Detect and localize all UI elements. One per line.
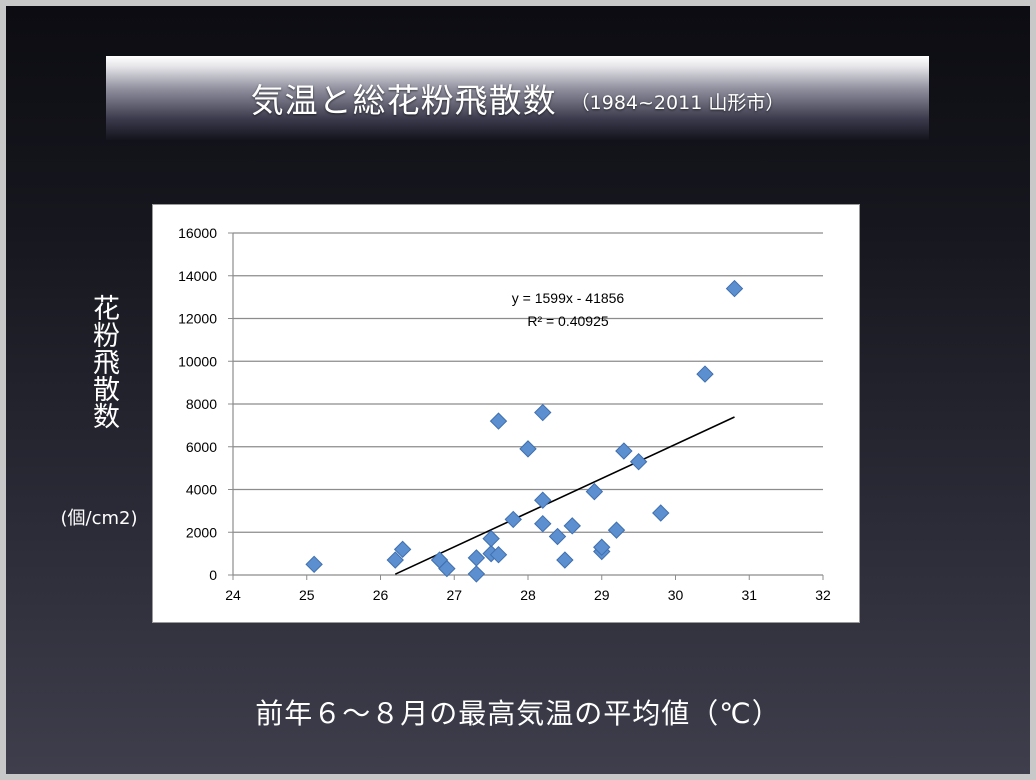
axes: [228, 232, 824, 580]
data-point: [534, 403, 552, 422]
slide: 気温と総花粉飛散数 （1984~2011 山形市） 花粉飛散数 (個/cm2) …: [6, 6, 1030, 774]
scatter-chart: 0 2000 4000 6000 8000 10000 12000 14000 16000 24 2…: [178, 225, 831, 603]
data-point: [504, 510, 522, 529]
x-tick-label: 30: [668, 587, 684, 603]
tick-labels: 0 2000 4000 6000 8000 10000 12000 14000 16000 24 2…: [178, 225, 831, 603]
data-point: [615, 442, 633, 460]
trendline-r-squared: R² = 0.40925: [527, 313, 609, 329]
data-point: [593, 538, 611, 556]
y-tick-label: 4000: [186, 482, 217, 498]
x-tick-label: 26: [373, 587, 389, 603]
trendline-equation: y = 1599x - 41856: [512, 290, 625, 306]
page-subtitle: （1984~2011 山形市）: [570, 91, 785, 114]
data-points: [305, 279, 744, 583]
data-point: [607, 521, 626, 539]
y-tick-label: 14000: [178, 268, 217, 284]
x-tick-label: 25: [299, 587, 315, 603]
data-point: [548, 527, 567, 546]
trendline: [394, 416, 735, 575]
y-tick-label: 0: [209, 567, 217, 583]
x-axis-title: 前年６〜８月の最高気温の平均値（℃）: [255, 697, 781, 730]
x-tick-label: 24: [225, 587, 241, 603]
data-point: [386, 551, 404, 569]
data-point: [534, 514, 552, 533]
data-point: [556, 551, 574, 569]
data-point: [534, 491, 552, 509]
x-tick-label: 31: [741, 587, 757, 603]
y-tick-label: 8000: [186, 396, 217, 412]
data-point: [563, 517, 581, 535]
data-point: [467, 565, 486, 583]
y-tick-label: 2000: [186, 524, 217, 540]
page-title: 気温と総花粉飛散数: [250, 81, 557, 120]
title-bar: 気温と総花粉飛散数 （1984~2011 山形市）: [106, 56, 929, 140]
data-point: [725, 279, 744, 298]
y-axis-title: 花粉飛散数: [88, 293, 119, 429]
x-tick-label: 27: [446, 587, 462, 603]
y-axis-unit: (個/cm2): [60, 508, 138, 529]
data-point: [489, 545, 508, 564]
x-tick-label: 29: [594, 587, 610, 603]
trendline-group: [394, 416, 735, 575]
data-point: [467, 549, 486, 567]
data-point: [696, 365, 714, 383]
chart-area: 0 2000 4000 6000 8000 10000 12000 14000 16000 24 2…: [152, 204, 860, 623]
data-point: [519, 440, 537, 458]
data-point: [585, 482, 604, 501]
y-tick-label: 10000: [178, 353, 217, 369]
data-point: [438, 559, 456, 578]
y-tick-label: 16000: [178, 225, 217, 241]
x-tick-label: 28: [520, 587, 536, 603]
data-point: [629, 453, 648, 471]
y-tick-label: 12000: [178, 311, 217, 327]
data-point: [305, 555, 323, 574]
x-tick-label: 32: [815, 587, 831, 603]
grid-lines: [233, 232, 823, 533]
y-tick-label: 6000: [186, 439, 217, 455]
data-point: [482, 529, 500, 548]
data-point: [489, 412, 508, 430]
data-point: [652, 504, 670, 522]
data-point: [393, 540, 412, 559]
